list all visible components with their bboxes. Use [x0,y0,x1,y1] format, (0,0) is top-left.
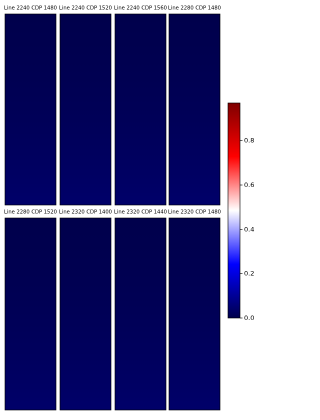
panel-shade [60,218,111,410]
panel-frame [59,217,112,411]
figure: Line 2240 CDP 1480 Line 2240 CDP 1520 Line… [4,6,254,411]
panel-title: Line 2320 CDP 1400 [59,210,112,216]
panel-shade [60,14,111,205]
panel-shade [115,14,166,205]
panel-title: Line 2280 CDP 1520 [4,210,57,216]
panel-title: Line 2320 CDP 1440 [114,210,167,216]
colorbar-tick-label: 0.8 [244,137,254,145]
panel-shade [169,218,220,410]
panel-title: Line 2240 CDP 1560 [114,6,167,12]
panel-shade [5,14,56,205]
colorbar-tick-label: 0.6 [244,181,254,189]
panel-frame [4,217,57,411]
panel-frame [168,217,221,411]
panel-title: Line 2240 CDP 1480 [4,6,57,12]
panel-frame [4,13,57,206]
panel-title: Line 2240 CDP 1520 [59,6,112,12]
colorbar-tick-label: 0.4 [244,225,254,233]
panel-frame [168,13,221,206]
panel-shade [169,14,220,205]
panel-shade [5,218,56,410]
colorbar [227,102,241,319]
colorbar-tick-label: 0.2 [244,270,254,278]
panel-shade [115,218,166,410]
page: {"chart_data": { "type": "heatmap", "pan… [4,5,255,411]
colorbar-tick-label: 0.0 [244,314,254,322]
panel-frame [114,13,167,206]
panel-title: Line 2280 CDP 1480 [168,6,221,12]
panel-frame [59,13,112,206]
panel-title: Line 2320 CDP 1480 [168,210,221,216]
panel-frame [114,217,167,411]
